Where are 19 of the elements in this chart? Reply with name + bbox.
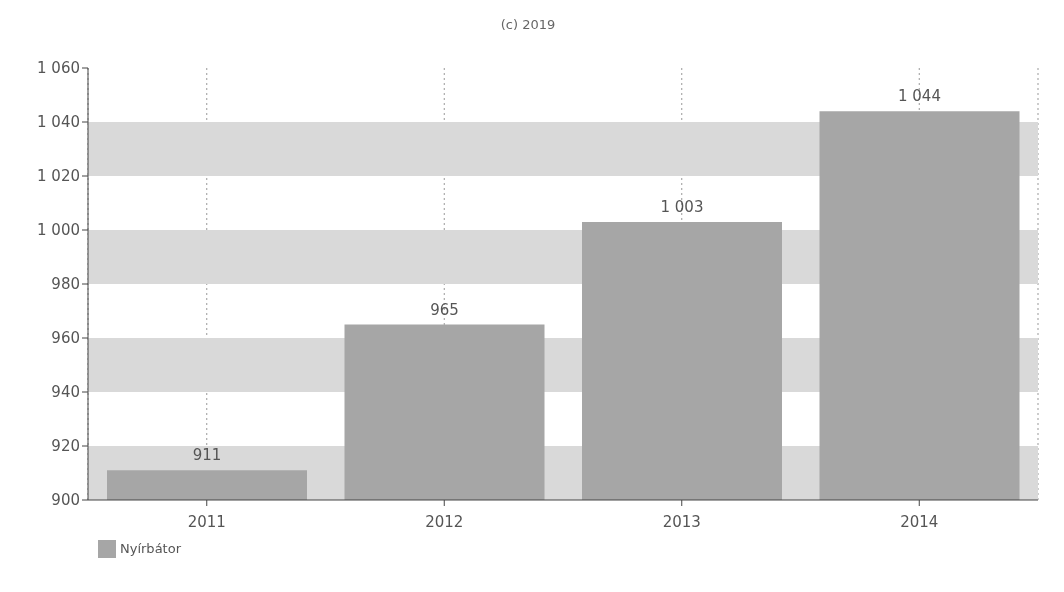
x-tick-label: 2012 [425, 512, 464, 531]
data-label: 911 [192, 446, 222, 465]
legend-label: Nyírbátor [120, 540, 181, 556]
y-tick-label: 1 020 [37, 167, 80, 186]
y-tick-label: 960 [51, 329, 80, 348]
y-tick-label: 1 040 [37, 113, 80, 132]
y-tick-label: 1 060 [37, 59, 80, 78]
y-tick-label: 900 [51, 491, 80, 510]
x-tick-label: 2014 [900, 512, 939, 531]
y-tick-label: 920 [51, 437, 80, 456]
chart-title: (c) 2019 [499, 16, 557, 34]
y-tick-label: 940 [51, 383, 80, 402]
x-tick-label: 2011 [187, 512, 226, 531]
x-tick-label: 2013 [662, 512, 701, 531]
data-label: 1 044 [898, 87, 941, 106]
data-label: 965 [430, 300, 459, 319]
y-tick-label: 980 [51, 275, 80, 294]
data-label: 1 003 [660, 197, 704, 216]
y-tick-label: 1 000 [37, 221, 80, 240]
